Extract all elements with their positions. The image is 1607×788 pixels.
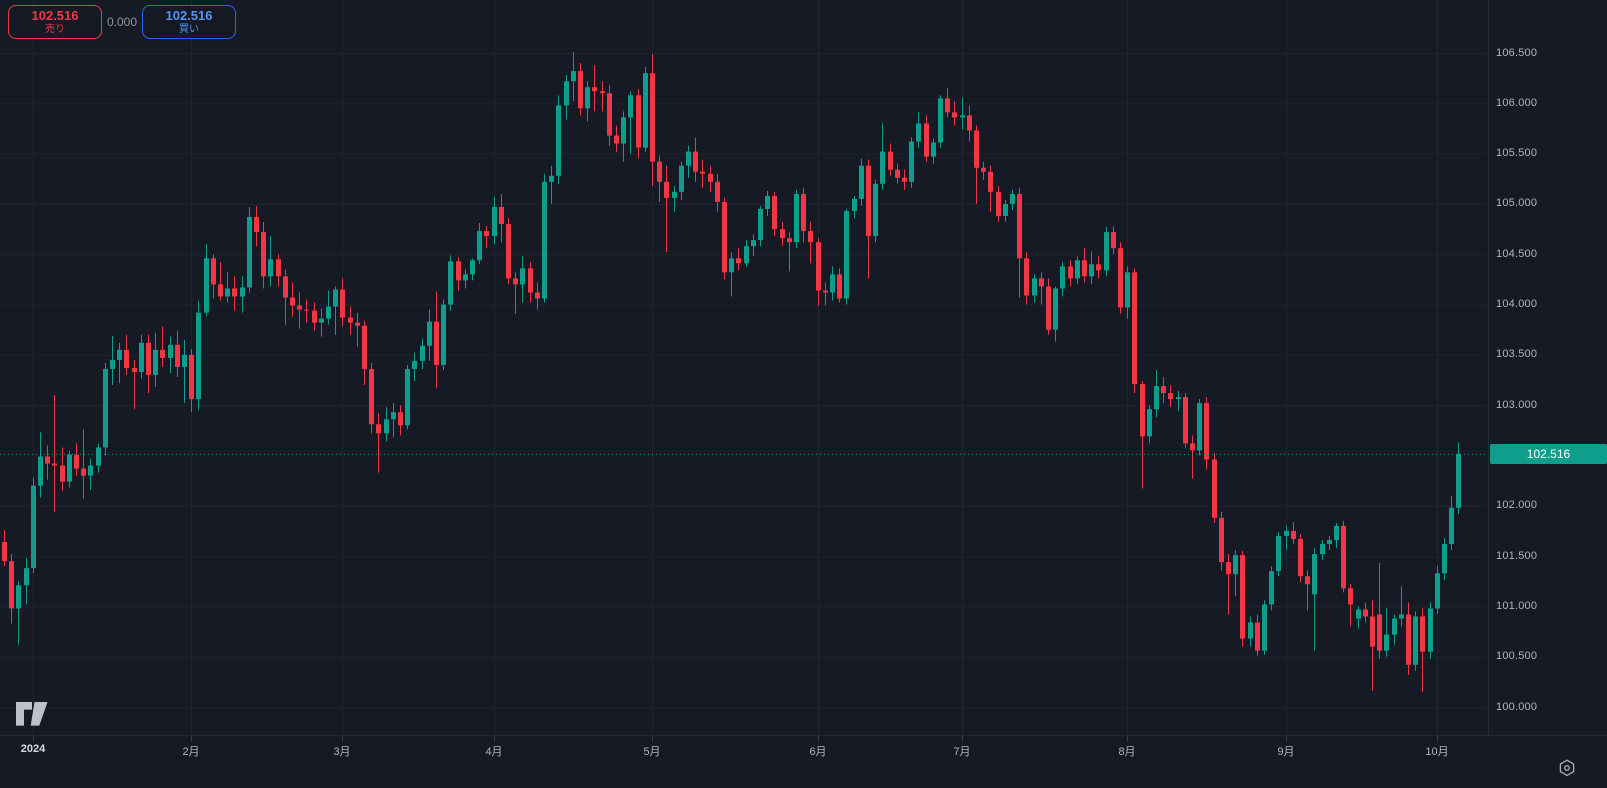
time-axis-label: 4月 bbox=[485, 746, 503, 758]
axis-settings-gear-icon[interactable] bbox=[1556, 757, 1578, 779]
time-axis-tick bbox=[1127, 736, 1128, 742]
price-axis-label: 106.500 bbox=[1496, 46, 1538, 59]
price-axis-label: 105.000 bbox=[1496, 197, 1538, 210]
price-axis-label: 101.500 bbox=[1496, 549, 1538, 562]
time-axis-label: 3月 bbox=[333, 746, 351, 758]
price-axis-label: 100.000 bbox=[1496, 700, 1538, 713]
buy-button[interactable]: 102.516 買い bbox=[142, 5, 236, 40]
price-axis-label: 103.000 bbox=[1496, 398, 1538, 411]
sell-label: 売り bbox=[45, 23, 65, 35]
time-axis-label: 2024 bbox=[20, 743, 46, 755]
buy-label: 買い bbox=[179, 23, 199, 35]
price-axis-label: 104.000 bbox=[1496, 298, 1538, 311]
price-axis-label: 104.500 bbox=[1496, 247, 1538, 260]
tradingview-logo[interactable] bbox=[15, 701, 49, 727]
spread-value: 0.000 bbox=[106, 15, 138, 30]
time-axis-tick bbox=[652, 736, 653, 742]
time-axis-label: 9月 bbox=[1277, 746, 1295, 758]
time-axis-label: 5月 bbox=[643, 746, 661, 758]
time-axis-label: 10月 bbox=[1425, 746, 1449, 758]
time-axis-tick bbox=[494, 736, 495, 742]
price-axis-label: 101.000 bbox=[1496, 599, 1538, 612]
time-axis-tick bbox=[191, 736, 192, 742]
time-axis-tick bbox=[33, 736, 34, 742]
order-panel: 102.516 売り 0.000 102.516 買い bbox=[8, 5, 236, 40]
sell-price: 102.516 bbox=[31, 8, 79, 23]
time-axis-label: 7月 bbox=[953, 746, 971, 758]
price-axis-label: 102.000 bbox=[1496, 499, 1538, 512]
time-axis-tick bbox=[1437, 736, 1438, 742]
price-axis-label: 106.000 bbox=[1496, 96, 1538, 109]
time-axis-label: 8月 bbox=[1118, 746, 1136, 758]
price-axis-label: 103.500 bbox=[1496, 348, 1538, 361]
time-axis-tick bbox=[818, 736, 819, 742]
sell-button[interactable]: 102.516 売り bbox=[8, 5, 102, 40]
time-axis-label: 6月 bbox=[809, 746, 827, 758]
time-axis-label: 2月 bbox=[182, 746, 200, 758]
time-axis-tick bbox=[342, 736, 343, 742]
price-axis-border bbox=[1488, 0, 1489, 735]
price-axis-label: 100.500 bbox=[1496, 650, 1538, 663]
buy-price: 102.516 bbox=[165, 8, 213, 23]
current-price-badge: 102.516 bbox=[1490, 443, 1607, 464]
time-axis-border bbox=[0, 735, 1607, 736]
price-axis-label: 105.500 bbox=[1496, 147, 1538, 160]
time-axis-tick bbox=[962, 736, 963, 742]
time-axis-tick bbox=[1286, 736, 1287, 742]
